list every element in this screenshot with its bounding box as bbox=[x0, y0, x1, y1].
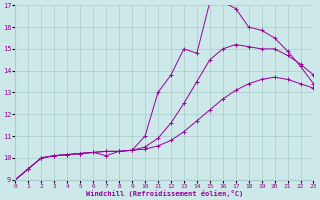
X-axis label: Windchill (Refroidissement éolien,°C): Windchill (Refroidissement éolien,°C) bbox=[86, 190, 243, 197]
